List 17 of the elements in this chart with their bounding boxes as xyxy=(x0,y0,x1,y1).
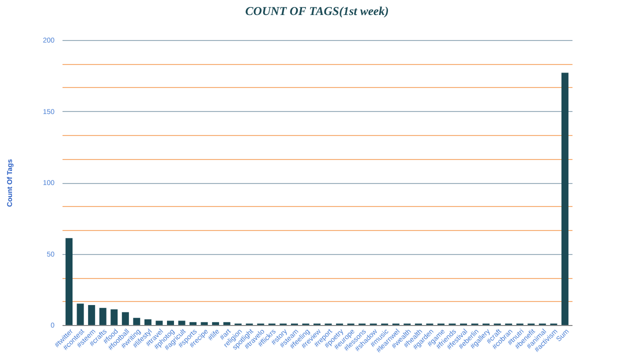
bar xyxy=(561,72,568,325)
bar xyxy=(190,322,197,325)
bar xyxy=(110,309,118,325)
bar xyxy=(99,308,106,325)
bar xyxy=(212,322,220,325)
bar xyxy=(133,318,140,325)
bar xyxy=(144,319,152,325)
bar xyxy=(66,238,73,325)
bar xyxy=(156,320,163,325)
bar xyxy=(88,305,96,325)
bar xyxy=(200,322,208,325)
bar xyxy=(178,320,186,325)
bar xyxy=(166,320,174,325)
bar xyxy=(122,312,129,325)
chart-title: COUNT OF TAGS(1st week) xyxy=(245,4,389,18)
bar xyxy=(223,322,230,325)
bar xyxy=(76,304,84,325)
